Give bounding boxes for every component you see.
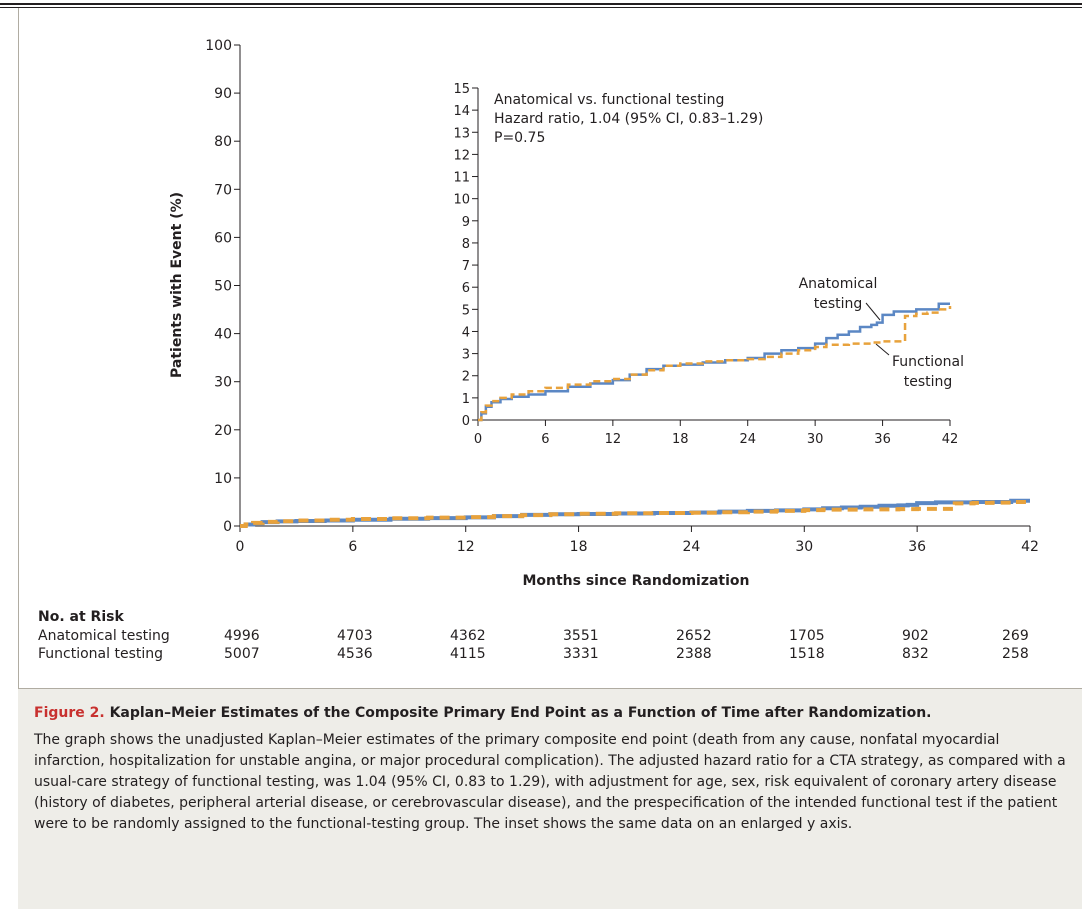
risk-cell: 5007 (224, 646, 260, 662)
main-y-tick-label: 40 (214, 327, 232, 343)
risk-cell: 902 (902, 628, 929, 644)
main-x-tick-label: 18 (570, 539, 588, 555)
risk-cell: 4536 (337, 646, 373, 662)
risk-cell: 1518 (789, 646, 825, 662)
main-x-tick-label: 0 (236, 539, 245, 555)
inset-label-anatomical: Anatomical (799, 276, 878, 292)
risk-cell: 1705 (789, 628, 825, 644)
inset-y-tick-label: 11 (453, 171, 470, 186)
inset-series-anatomical (478, 302, 950, 422)
main-y-tick-label: 60 (214, 230, 232, 246)
main-y-tick-label: 10 (214, 471, 232, 487)
inset-label-functional: Functional (892, 354, 964, 370)
inset-x-tick-label: 42 (942, 432, 959, 447)
risk-row-label: Functional testing (38, 646, 164, 662)
risk-row-label: Anatomical testing (38, 628, 170, 644)
figure-caption: Figure 2. Kaplan–Meier Estimates of the … (18, 688, 1082, 909)
main-y-tick-label: 50 (214, 279, 232, 295)
main-x-tick-label: 12 (457, 539, 475, 555)
inset-annotation-line: Anatomical vs. functional testing (494, 92, 724, 108)
inset-annotation: Anatomical vs. functional testing Hazard … (494, 92, 763, 146)
main-x-axis-title: Months since Randomization (522, 573, 749, 589)
inset-label-anatomical: testing (814, 296, 863, 312)
caption-label: Figure 2. (34, 705, 105, 721)
inset-y-tick-label: 9 (462, 215, 470, 230)
risk-cell: 4703 (337, 628, 373, 644)
inset-x-tick-label: 36 (874, 432, 891, 447)
risk-cell: 4115 (450, 646, 486, 662)
main-y-tick-label: 0 (223, 519, 232, 535)
main-y-tick-label: 30 (214, 375, 232, 391)
inset-y-tick-label: 5 (462, 303, 470, 318)
inset-x-tick-label: 0 (474, 432, 482, 447)
main-y-tick-label: 70 (214, 182, 232, 198)
risk-cell: 258 (1002, 646, 1029, 662)
inset-y-tick-label: 14 (453, 104, 470, 119)
top-rule (0, 3, 1082, 5)
main-y-tick-label: 20 (214, 423, 232, 439)
inset-y-tick-label: 10 (453, 193, 470, 208)
inset-y-tick-label: 1 (462, 392, 470, 407)
risk-row: Functional testing 5007 4536 4115 3331 2388 15… (0, 646, 1082, 664)
inset-series-functional (478, 306, 952, 422)
caption-body: The graph shows the unadjusted Kaplan–Me… (34, 732, 1066, 832)
inset-x-tick-label: 6 (541, 432, 549, 447)
inset-y-tick-label: 13 (453, 126, 470, 141)
risk-row: Anatomical testing 4996 4703 4362 3551 2652 17… (0, 628, 1082, 646)
main-x-tick-label: 30 (795, 539, 813, 555)
inset-y-tick-label: 15 (453, 82, 470, 97)
risk-table-title: No. at Risk (38, 609, 124, 625)
top-rule-thin (0, 7, 1082, 8)
inset-y-tick-label: 12 (453, 148, 470, 163)
inset-y-tick-label: 7 (462, 259, 470, 274)
inset-label-functional: testing (904, 374, 953, 390)
main-y-tick-label: 80 (214, 134, 232, 150)
inset-x-tick-label: 12 (605, 432, 622, 447)
inset-annotation-line: Hazard ratio, 1.04 (95% CI, 0.83–1.29) (494, 111, 763, 127)
risk-cell: 3551 (563, 628, 599, 644)
inset-x-tick-label: 30 (807, 432, 824, 447)
main-y-tick-label: 100 (205, 38, 232, 54)
inset-label-leader (875, 343, 890, 356)
inset-y-tick-label: 3 (462, 348, 470, 363)
inset-y-tick-label: 6 (462, 281, 470, 296)
main-x-tick-label: 36 (908, 539, 926, 555)
main-x-tick-label: 24 (683, 539, 701, 555)
caption-title-text: Kaplan–Meier Estimates of the Composite … (109, 705, 932, 721)
main-x-tick-label: 6 (348, 539, 357, 555)
inset-y-tick-label: 4 (462, 325, 470, 340)
risk-cell: 4362 (450, 628, 486, 644)
risk-cell: 2388 (676, 646, 712, 662)
risk-cell: 2652 (676, 628, 712, 644)
risk-cell: 269 (1002, 628, 1029, 644)
inset-annotation-line: P=0.75 (494, 130, 545, 146)
figure-frame-left (18, 8, 19, 688)
caption-title: Figure 2. Kaplan–Meier Estimates of the … (34, 705, 1066, 721)
inset-series-labels: Anatomical testing Functional testing (799, 276, 964, 390)
main-y-tick-label: 90 (214, 86, 232, 102)
inset-x-tick-label: 18 (672, 432, 689, 447)
risk-cell: 832 (902, 646, 929, 662)
main-x-tick-label: 42 (1021, 539, 1039, 555)
inset-x-tick-label: 24 (739, 432, 756, 447)
inset-y-tick-label: 2 (462, 370, 470, 385)
inset-y-tick-label: 8 (462, 237, 470, 252)
inset-label-leader (865, 302, 881, 321)
risk-cell: 3331 (563, 646, 599, 662)
inset-y-tick-label: 0 (462, 414, 470, 429)
main-y-axis-title: Patients with Event (%) (169, 192, 185, 378)
risk-cell: 4996 (224, 628, 260, 644)
